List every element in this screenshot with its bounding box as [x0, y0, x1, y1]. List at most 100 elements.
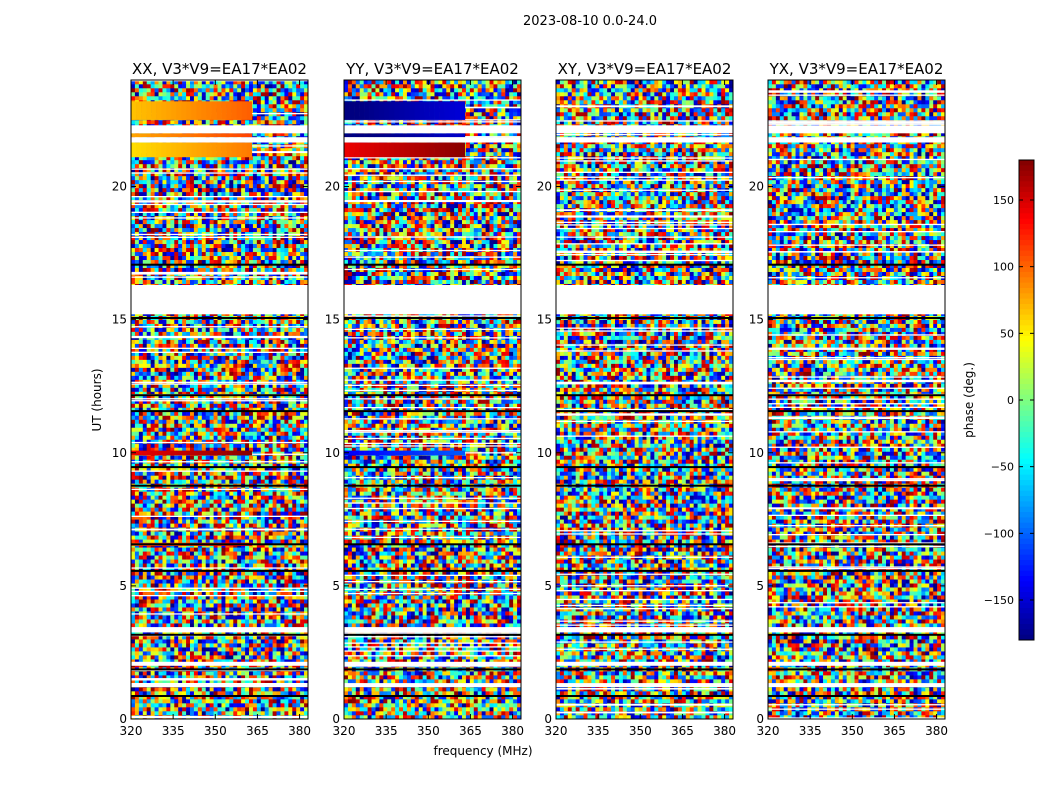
x-tick-label: 365 — [246, 724, 269, 738]
y-tick-label: 5 — [544, 579, 552, 593]
colorbar-swatch — [1019, 256, 1034, 262]
y-tick-label: 0 — [756, 712, 764, 726]
colorbar-swatch — [1019, 187, 1034, 193]
x-tick-label: 365 — [459, 724, 482, 738]
y-tick-label: 5 — [756, 579, 764, 593]
colorbar-swatch — [1019, 619, 1034, 625]
panels: XX, V3*V9=EA17*EA02 320 335 350 365 380 0 5 10 15… — [112, 60, 948, 738]
x-tick-label: 380 — [713, 724, 736, 738]
colorbar-swatch — [1019, 389, 1034, 395]
colorbar-swatch — [1019, 176, 1034, 182]
y-tick-label: 5 — [332, 579, 340, 593]
colorbar-swatch — [1019, 293, 1034, 299]
colorbar-swatch — [1019, 320, 1034, 326]
colorbar-swatch — [1019, 368, 1034, 374]
colorbar-swatch — [1019, 565, 1034, 571]
colorbar-swatch — [1019, 603, 1034, 609]
colorbar-swatch — [1019, 325, 1034, 331]
colorbar-swatch — [1019, 165, 1034, 171]
colorbar-swatch — [1019, 245, 1034, 251]
colorbar-swatch — [1019, 427, 1034, 433]
colorbar-swatch — [1019, 229, 1034, 235]
heatmap-cells — [768, 80, 945, 719]
colorbar-swatch — [1019, 491, 1034, 497]
colorbar-swatch — [1019, 571, 1034, 577]
x-tick-label: 380 — [925, 724, 948, 738]
y-tick-label: 15 — [749, 313, 764, 327]
panel-title: XX, V3*V9=EA17*EA02 — [132, 60, 307, 78]
colorbar-swatch — [1019, 288, 1034, 294]
x-tick-label: 350 — [629, 724, 652, 738]
x-tick-label: 335 — [375, 724, 398, 738]
x-tick-label: 350 — [417, 724, 440, 738]
colorbar-swatch — [1019, 363, 1034, 369]
panel-title: YY, V3*V9=EA17*EA02 — [345, 60, 519, 78]
x-axis-label: frequency (MHz) — [433, 744, 532, 758]
colorbar-swatch — [1019, 341, 1034, 347]
x-tick-label: 335 — [587, 724, 610, 738]
colorbar-swatch — [1019, 523, 1034, 529]
colorbar-swatch — [1019, 496, 1034, 502]
colorbar-swatch — [1019, 304, 1034, 310]
colorbar-swatch — [1019, 347, 1034, 353]
colorbar-swatch — [1019, 352, 1034, 358]
colorbar-swatch — [1019, 507, 1034, 513]
colorbar-swatch — [1019, 421, 1034, 427]
colorbar-swatch — [1019, 400, 1034, 406]
colorbar-swatch — [1019, 432, 1034, 438]
colorbar-swatch — [1019, 384, 1034, 390]
y-tick-label: 5 — [119, 579, 127, 593]
colorbar-swatch — [1019, 448, 1034, 454]
x-tick-label: 380 — [501, 724, 524, 738]
x-tick-label: 320 — [120, 724, 143, 738]
colorbar-tick-label: 100 — [993, 261, 1014, 274]
colorbar-swatch — [1019, 453, 1034, 459]
colorbar-tick-label: 150 — [993, 194, 1014, 207]
colorbar-swatch — [1019, 485, 1034, 491]
colorbar-swatch — [1019, 181, 1034, 187]
y-tick-label: 20 — [325, 180, 340, 194]
colorbar-swatch — [1019, 315, 1034, 321]
colorbar-swatch — [1019, 517, 1034, 523]
colorbar-swatch — [1019, 437, 1034, 443]
heatmap-cells — [556, 80, 733, 719]
x-tick-label: 320 — [757, 724, 780, 738]
y-tick-label: 0 — [119, 712, 127, 726]
colorbar-swatch — [1019, 533, 1034, 539]
colorbar-swatch — [1019, 581, 1034, 587]
colorbar-swatch — [1019, 608, 1034, 614]
colorbar-tick-label: −50 — [991, 461, 1014, 474]
colorbar-swatch — [1019, 299, 1034, 305]
y-tick-label: 20 — [749, 180, 764, 194]
x-tick-label: 380 — [288, 724, 311, 738]
colorbar-swatch — [1019, 629, 1034, 635]
x-tick-label: 365 — [883, 724, 906, 738]
heatmap-cells — [131, 80, 308, 719]
x-tick-label: 335 — [799, 724, 822, 738]
y-tick-label: 20 — [537, 180, 552, 194]
x-tick-label: 350 — [204, 724, 227, 738]
y-tick-label: 15 — [537, 313, 552, 327]
colorbar-swatch — [1019, 213, 1034, 219]
panel-title: XY, V3*V9=EA17*EA02 — [558, 60, 732, 78]
colorbar-swatch — [1019, 224, 1034, 230]
y-tick-label: 10 — [537, 446, 552, 460]
colorbar-swatch — [1019, 549, 1034, 555]
colorbar-swatch — [1019, 336, 1034, 342]
colorbar-tick-label: 50 — [1000, 327, 1014, 340]
y-tick-label: 10 — [325, 446, 340, 460]
colorbar-swatch — [1019, 443, 1034, 449]
colorbar-swatch — [1019, 411, 1034, 417]
colorbar-swatch — [1019, 379, 1034, 385]
colorbar-swatch — [1019, 469, 1034, 475]
x-tick-label: 350 — [841, 724, 864, 738]
colorbar-label: phase (deg.) — [962, 362, 976, 438]
y-tick-label: 15 — [112, 313, 127, 327]
colorbar-swatch — [1019, 309, 1034, 315]
x-tick-label: 365 — [671, 724, 694, 738]
y-tick-label: 20 — [112, 180, 127, 194]
